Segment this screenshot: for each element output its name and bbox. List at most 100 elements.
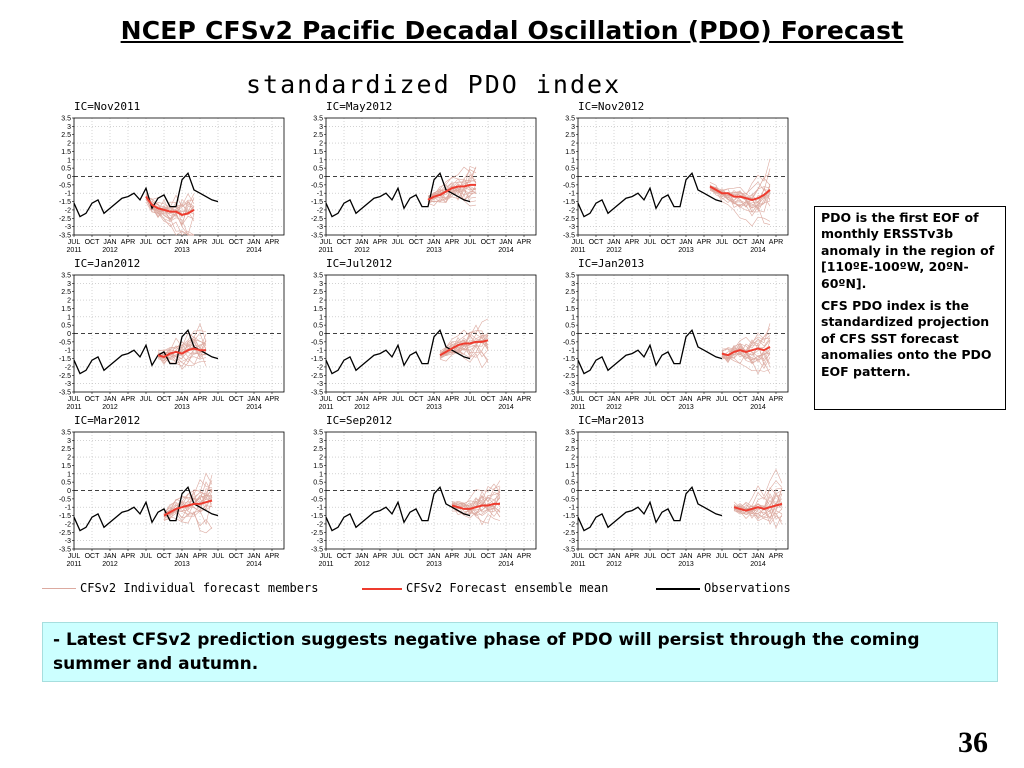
observations-line — [325, 171, 471, 218]
y-tick-label: -1 — [317, 505, 323, 512]
y-tick-label: 0.5 — [61, 480, 71, 487]
y-tick-label: 1.5 — [565, 306, 575, 313]
x-tick-label: JAN — [607, 239, 620, 246]
member-line — [439, 351, 489, 363]
y-tick-label: 3 — [319, 438, 323, 445]
ensemble-mean-line — [157, 347, 206, 358]
x-tick-label: JUL — [464, 553, 477, 560]
x-tick-label: JUL — [392, 239, 405, 246]
pdo-forecast-panel-grid: 3.5 3 2.5 2 1.5 1 0.5 0 -0.5 -1 -1.5 -2 -2.5 -3 -3.5 JU… — [38, 100, 808, 580]
y-tick-label: -3 — [317, 224, 323, 231]
y-tick-label: -2 — [569, 207, 575, 214]
x-tick-label: OCT — [229, 239, 245, 246]
year-label: 2012 — [102, 247, 118, 254]
x-tick-label: OCT — [229, 396, 245, 403]
year-label: 2012 — [354, 561, 370, 568]
y-tick-label: -2.5 — [311, 373, 323, 380]
summary-text: - Latest CFSv2 prediction suggests negat… — [53, 630, 920, 674]
year-label: 2014 — [750, 247, 766, 254]
x-tick-label: JUL — [572, 553, 585, 560]
member-line — [157, 330, 207, 351]
x-tick-label: OCT — [85, 396, 101, 403]
x-tick-label: JAN — [751, 553, 764, 560]
y-tick-label: 3.5 — [61, 430, 71, 437]
x-tick-label: OCT — [733, 553, 749, 560]
y-tick-label: -3 — [569, 381, 575, 388]
y-tick-label: -3 — [569, 538, 575, 545]
member-line — [427, 176, 477, 198]
x-tick-label: JAN — [499, 553, 512, 560]
pdo-definition-note: PDO is the first EOF of monthly ERSSTv3b… — [814, 206, 1006, 410]
y-tick-label: -1.5 — [563, 199, 575, 206]
y-tick-label: 0 — [67, 174, 71, 181]
year-label: 2012 — [606, 561, 622, 568]
member-line — [439, 339, 489, 358]
y-tick-label: 1 — [67, 157, 71, 164]
y-tick-label: 0 — [571, 331, 575, 338]
y-tick-label: 2 — [67, 455, 71, 462]
legend-swatch-mean — [362, 588, 402, 590]
y-tick-label: -1.5 — [563, 356, 575, 363]
member-line — [733, 492, 783, 513]
member-line — [733, 501, 783, 516]
y-tick-label: -1.5 — [563, 513, 575, 520]
y-tick-label: -0.5 — [311, 339, 323, 346]
x-tick-label: JAN — [751, 239, 764, 246]
x-tick-label: OCT — [733, 396, 749, 403]
x-tick-label: JAN — [427, 396, 440, 403]
y-tick-label: 0.5 — [565, 166, 575, 173]
y-tick-label: 3 — [319, 281, 323, 288]
y-tick-label: -3 — [65, 381, 71, 388]
year-label: 2011 — [66, 247, 81, 254]
member-series-group — [451, 480, 501, 526]
y-tick-label: 1 — [319, 314, 323, 321]
year-label: 2013 — [678, 247, 694, 254]
member-line — [451, 501, 501, 524]
member-line — [157, 344, 207, 367]
x-tick-label: APR — [121, 396, 135, 403]
x-tick-label: JUL — [716, 396, 729, 403]
x-tick-label: APR — [121, 239, 135, 246]
y-tick-label: 1 — [319, 157, 323, 164]
member-line — [163, 497, 213, 517]
forecast-panel: 3.5 3 2.5 2 1.5 1 0.5 0 -0.5 -1 -1.5 -2 -2.5 -3 -3.5 JU… — [38, 100, 290, 260]
x-tick-label: JAN — [679, 239, 692, 246]
ensemble-mean-line — [451, 502, 500, 510]
year-label: 2013 — [174, 247, 190, 254]
x-tick-label: OCT — [409, 396, 425, 403]
x-tick-label: JAN — [679, 396, 692, 403]
x-tick-label: JAN — [103, 239, 116, 246]
y-tick-label: -3.5 — [311, 233, 323, 240]
forecast-panel: 3.5 3 2.5 2 1.5 1 0.5 0 -0.5 -1 -1.5 -2 -2.5 -3 -3.5 JU… — [290, 100, 542, 260]
y-tick-label: -0.5 — [563, 496, 575, 503]
ensemble-mean-line — [163, 499, 213, 517]
panel-ic-label: IC=Jul2012 — [326, 257, 393, 270]
member-line — [163, 472, 213, 515]
x-tick-label: APR — [769, 396, 783, 403]
observations-line — [577, 171, 723, 218]
forecast-panel: 3.5 3 2.5 2 1.5 1 0.5 0 -0.5 -1 -1.5 -2 -2.5 -3 -3.5 JU… — [38, 257, 290, 417]
x-tick-label: JAN — [607, 553, 620, 560]
figure-title: standardized PDO index — [246, 70, 622, 99]
y-tick-label: -2 — [317, 207, 323, 214]
panel-ic-label: IC=Mar2013 — [578, 414, 645, 427]
member-line — [451, 510, 501, 526]
y-tick-label: 2 — [571, 298, 575, 305]
note-paragraph-cfs: CFS PDO index is the standardized projec… — [821, 298, 992, 379]
year-label: 2011 — [318, 561, 333, 568]
y-tick-label: -2.5 — [311, 530, 323, 537]
x-tick-label: APR — [517, 239, 531, 246]
x-tick-label: APR — [265, 396, 279, 403]
y-tick-label: -2.5 — [311, 216, 323, 223]
x-tick-label: JUL — [68, 396, 81, 403]
y-tick-label: -3 — [65, 538, 71, 545]
x-tick-label: APR — [697, 396, 711, 403]
y-tick-label: 0 — [571, 488, 575, 495]
member-line — [733, 510, 783, 525]
y-tick-label: -0.5 — [59, 339, 71, 346]
member-line — [451, 505, 501, 517]
member-line — [709, 186, 771, 209]
y-tick-label: 3.5 — [313, 116, 323, 123]
year-label: 2011 — [318, 247, 333, 254]
pdo-chart: 3.532.521.510.50-0.5-1-1.5-2-2.5-3-3.5JU… — [563, 116, 789, 254]
